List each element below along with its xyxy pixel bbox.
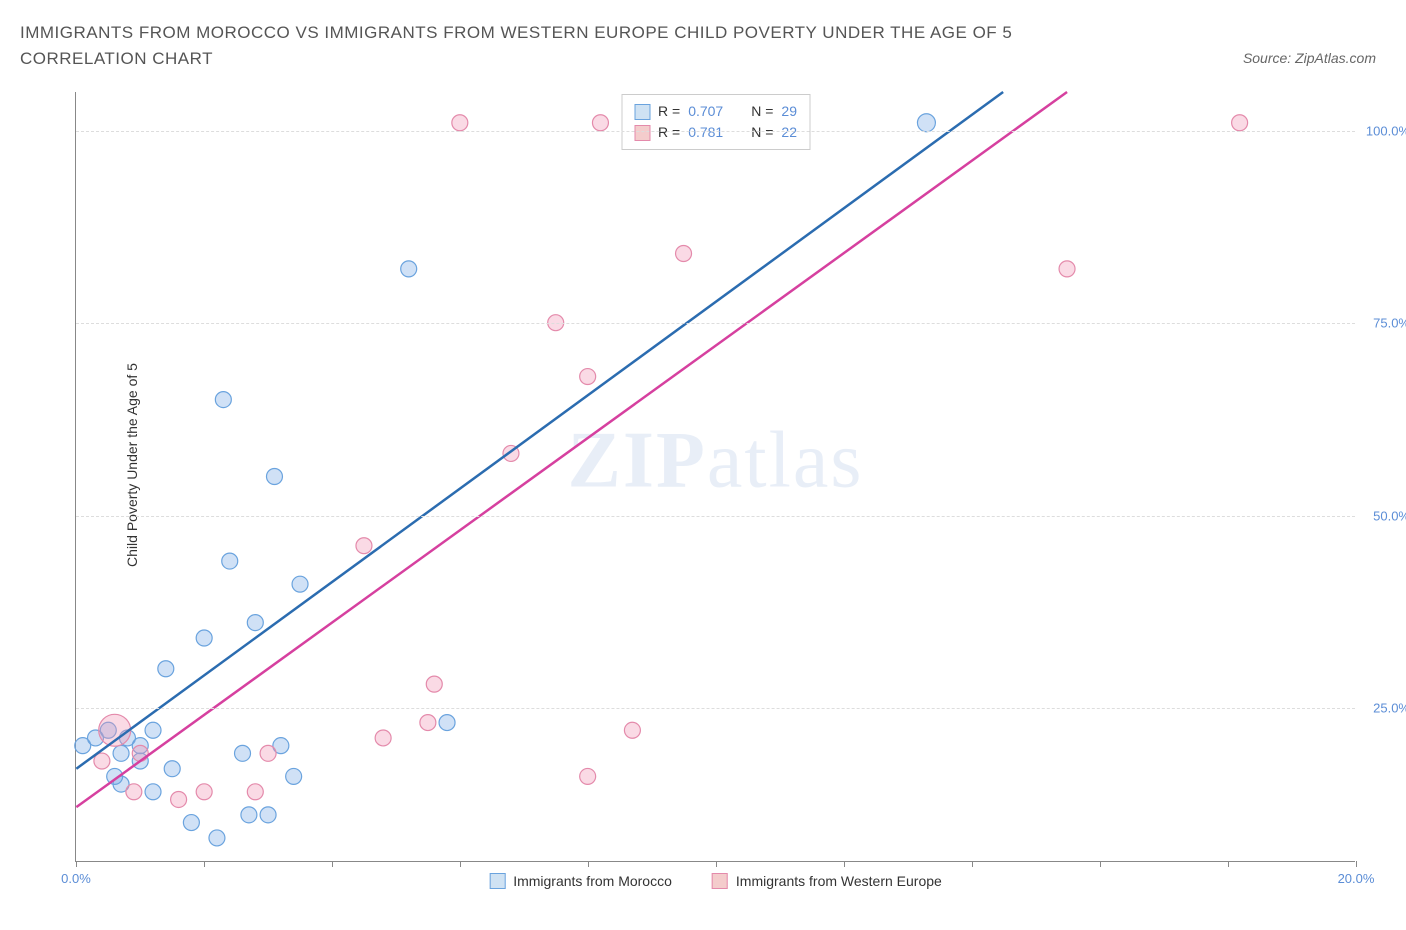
data-point: [580, 369, 596, 385]
data-point: [452, 115, 468, 131]
x-tick: [1228, 861, 1229, 867]
data-point: [145, 784, 161, 800]
trend-line: [76, 92, 1067, 807]
r-label: R =: [658, 122, 680, 143]
data-point: [145, 722, 161, 738]
y-tick-label: 75.0%: [1373, 316, 1406, 331]
y-tick-label: 25.0%: [1373, 701, 1406, 716]
legend-swatch: [712, 873, 728, 889]
data-point: [1059, 261, 1075, 277]
data-point: [196, 630, 212, 646]
gridline: [76, 516, 1355, 517]
data-point: [164, 761, 180, 777]
x-tick: [844, 861, 845, 867]
data-point: [241, 807, 257, 823]
data-point: [196, 784, 212, 800]
x-tick: [460, 861, 461, 867]
gridline: [76, 131, 1355, 132]
n-value: 29: [781, 101, 797, 122]
source-attribution: Source: ZipAtlas.com: [1243, 50, 1376, 66]
x-tick: [332, 861, 333, 867]
legend-stats: R = 0.707 N = 29 R = 0.781 N = 22: [621, 94, 810, 150]
data-point: [266, 469, 282, 485]
chart-title: IMMIGRANTS FROM MOROCCO VS IMMIGRANTS FR…: [20, 20, 1120, 71]
data-point: [209, 830, 225, 846]
data-point: [132, 745, 148, 761]
x-tick: [716, 861, 717, 867]
legend-series-item: Immigrants from Western Europe: [712, 873, 942, 889]
data-point: [235, 745, 251, 761]
x-tick-label: 20.0%: [1338, 871, 1375, 886]
data-point: [113, 745, 129, 761]
data-point: [580, 768, 596, 784]
data-point: [426, 676, 442, 692]
y-tick-label: 100.0%: [1366, 123, 1406, 138]
x-tick-label: 0.0%: [61, 871, 91, 886]
legend-swatch: [489, 873, 505, 889]
x-tick: [204, 861, 205, 867]
x-tick: [1356, 861, 1357, 867]
data-point: [917, 114, 935, 132]
legend-series-label: Immigrants from Western Europe: [736, 873, 942, 889]
correlation-chart: IMMIGRANTS FROM MOROCCO VS IMMIGRANTS FR…: [20, 20, 1386, 910]
x-tick: [1100, 861, 1101, 867]
trend-line: [76, 92, 1003, 769]
data-point: [171, 791, 187, 807]
legend-series-item: Immigrants from Morocco: [489, 873, 672, 889]
legend-series-label: Immigrants from Morocco: [513, 873, 672, 889]
data-point: [356, 538, 372, 554]
plot-svg: [76, 92, 1355, 861]
data-point: [375, 730, 391, 746]
data-point: [260, 745, 276, 761]
data-point: [676, 246, 692, 262]
n-label: N =: [751, 122, 773, 143]
data-point: [624, 722, 640, 738]
legend-stat-row: R = 0.781 N = 22: [634, 122, 797, 143]
legend-series: Immigrants from Morocco Immigrants from W…: [489, 873, 942, 889]
gridline: [76, 708, 1355, 709]
y-tick-label: 50.0%: [1373, 508, 1406, 523]
data-point: [183, 815, 199, 831]
x-tick: [588, 861, 589, 867]
plot-area: ZIPatlas R =0.707N =29R =0.781N =22 Immi…: [75, 92, 1355, 862]
r-value: 0.707: [688, 101, 723, 122]
n-label: N =: [751, 101, 773, 122]
data-point: [401, 261, 417, 277]
data-point: [1232, 115, 1248, 131]
data-point: [247, 784, 263, 800]
data-point: [592, 115, 608, 131]
x-tick: [972, 861, 973, 867]
gridline: [76, 323, 1355, 324]
r-label: R =: [658, 101, 680, 122]
x-tick: [76, 861, 77, 867]
data-point: [439, 715, 455, 731]
n-value: 22: [781, 122, 797, 143]
data-point: [420, 715, 436, 731]
data-point: [292, 576, 308, 592]
r-value: 0.781: [688, 122, 723, 143]
legend-swatch: [634, 125, 650, 141]
data-point: [215, 392, 231, 408]
data-point: [126, 784, 142, 800]
data-point: [158, 661, 174, 677]
legend-stat-row: R = 0.707 N = 29: [634, 101, 797, 122]
data-point: [247, 615, 263, 631]
data-point: [222, 553, 238, 569]
legend-swatch: [634, 104, 650, 120]
data-point: [286, 768, 302, 784]
data-point: [260, 807, 276, 823]
